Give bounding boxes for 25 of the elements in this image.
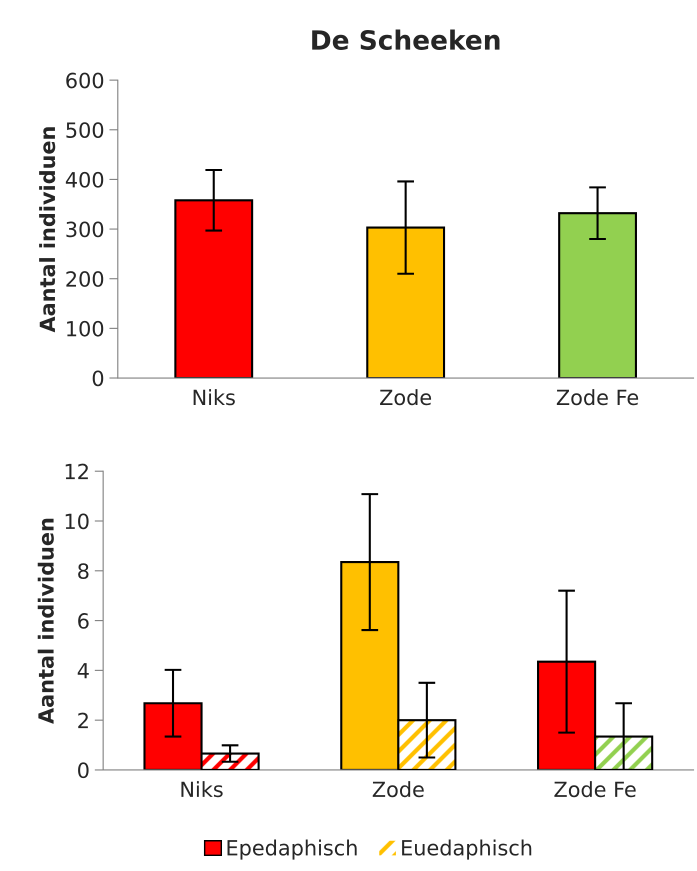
y-tick-label: 4 [78,663,89,678]
x-tick-label: Niks [194,389,235,406]
x-tick-label: Zode Fe [554,781,636,798]
y-tick-label: 12 [66,464,88,480]
x-tick-label: Zode [380,389,432,406]
legend-label: Epedaphisch [228,840,357,860]
x-tick-label: Niks [181,781,223,798]
x-tick-label: Zode [372,781,424,798]
y-tick-label: 500 [66,122,104,138]
y-axis-title: Aantal individuen [38,518,54,724]
x-tick-label: Zode Fe [556,389,638,406]
y-tick-label: 600 [66,72,104,88]
y-axis-title: Aantal individuen [39,127,56,332]
y-tick-label: 0 [92,370,104,386]
chart-title: De Scheeken [312,30,500,50]
legend-label: Euedaphisch [402,840,532,860]
y-tick-label: 10 [66,513,89,530]
y-tick-label: 2 [78,712,88,728]
y-tick-label: 0 [78,762,89,778]
y-tick-label: 8 [78,563,89,580]
y-tick-label: 400 [66,172,104,188]
y-tick-label: 300 [66,222,104,238]
y-tick-label: 100 [67,320,104,337]
y-tick-label: 6 [78,613,89,629]
y-tick-label: 200 [66,271,104,287]
